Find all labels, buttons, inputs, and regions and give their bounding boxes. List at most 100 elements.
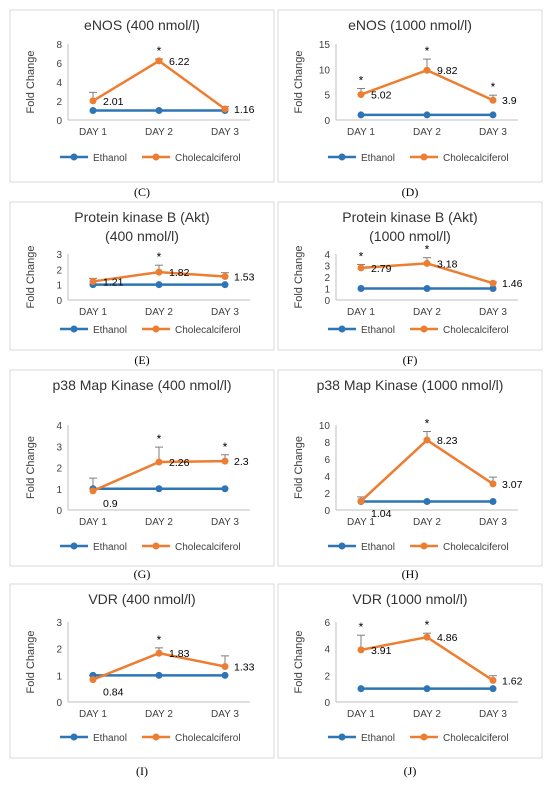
data-label: 1.82: [169, 267, 190, 279]
x-tick-label: DAY 2: [145, 709, 173, 720]
cholecalciferol-point: [89, 97, 97, 105]
chart-title: (1000 nmol/l): [369, 228, 451, 244]
x-tick-label: DAY 2: [413, 709, 441, 720]
cholecalciferol-point: [89, 277, 97, 285]
y-tick-label: 15: [319, 40, 331, 51]
y-tick-label: 4: [324, 472, 330, 483]
y-tick-label: 1: [56, 485, 62, 496]
y-tick-label: 6: [324, 618, 330, 629]
data-label: 3.07: [502, 479, 523, 491]
x-tick-label: DAY 1: [79, 517, 107, 528]
x-tick-label: DAY 2: [413, 517, 441, 528]
y-tick-label: 3: [56, 250, 62, 261]
chart-panel-5: p38 Map Kinase (400 nmol/l) 0 1 2 3 4 Fold Cha…: [9, 369, 275, 567]
legend-chole-marker: [152, 325, 160, 333]
chart-frame: [277, 9, 543, 183]
ethanol-point: [357, 285, 365, 292]
y-tick-label: 0: [324, 116, 330, 127]
chart-title: p38 Map Kinase (1000 nmol/l): [317, 377, 504, 393]
y-axis-label: Fold Change: [293, 246, 305, 309]
ethanol-point: [89, 107, 97, 114]
y-tick-label: 3: [56, 442, 62, 453]
y-axis-label: Fold Change: [25, 51, 37, 114]
data-label: 1.16: [234, 104, 255, 116]
significance-asterisk: *: [425, 417, 430, 431]
chart-panel-1: eNOS (400 nmol/l) 0 2 4 6 8 Fold Change DAY 1 DA…: [9, 9, 275, 183]
y-tick-label: 2: [56, 645, 62, 656]
chart-frame: [277, 201, 543, 351]
legend-chole-marker: [152, 733, 160, 741]
x-tick-label: DAY 2: [145, 127, 173, 138]
y-tick-label: 0: [324, 506, 330, 517]
y-axis-label: Fold Change: [293, 436, 305, 499]
y-tick-label: 4: [324, 645, 330, 656]
legend-label-ethanol: Ethanol: [361, 733, 395, 744]
significance-asterisk: *: [425, 243, 430, 257]
data-label: 1.53: [234, 272, 255, 284]
legend-label-cholecalciferol: Cholecalciferol: [175, 325, 241, 336]
chart-panel-3: Protein kinase B (Akt) (400 nmol/l) 0 1 2 3 Fo…: [9, 201, 275, 351]
chart-frame: [9, 583, 275, 759]
x-tick-label: DAY 3: [479, 127, 507, 138]
legend-ethanol-marker: [70, 153, 78, 161]
legend-label-cholecalciferol: Cholecalciferol: [175, 153, 241, 164]
chart-frame: [277, 583, 543, 759]
panel-letter: (J): [404, 764, 417, 778]
cholecalciferol-point: [489, 676, 497, 684]
legend-ethanol-marker: [338, 733, 346, 741]
legend-ethanol-marker: [70, 542, 78, 550]
chart-panel-2: eNOS (1000 nmol/l) 0 5 10 15 Fold Change DAY 1…: [277, 9, 543, 183]
legend-chole-marker: [152, 153, 160, 161]
significance-asterisk: *: [359, 249, 364, 263]
y-tick-label: 4: [56, 421, 62, 432]
legend-chole-marker: [420, 733, 428, 741]
x-tick-label: DAY 1: [79, 127, 107, 138]
significance-asterisk: *: [223, 440, 228, 454]
data-label: 8.23: [437, 435, 458, 447]
x-tick-label: DAY 1: [347, 709, 375, 720]
ethanol-point: [221, 281, 229, 289]
x-tick-label: DAY 3: [211, 517, 239, 528]
data-label: 6.22: [169, 56, 190, 68]
panel-letter: (D): [402, 185, 419, 199]
y-tick-label: 0: [56, 506, 62, 517]
chart-panel-8: VDR (1000 nmol/l) 0 2 4 6 Fold Change DAY 1 DAY…: [277, 583, 543, 759]
cholecalciferol-point: [221, 273, 229, 281]
legend-ethanol-marker: [70, 325, 78, 333]
y-tick-label: 1: [56, 281, 62, 292]
legend-label-ethanol: Ethanol: [93, 542, 127, 553]
legend-label-ethanol: Ethanol: [93, 153, 127, 164]
data-label: 2.26: [169, 457, 190, 469]
data-label: 2.3: [234, 456, 249, 468]
ethanol-point: [221, 485, 229, 493]
data-label: 1.62: [502, 675, 523, 687]
x-tick-label: DAY 3: [479, 307, 507, 318]
y-tick-label: 1: [56, 671, 62, 682]
legend-label-cholecalciferol: Cholecalciferol: [443, 325, 509, 336]
chart-title: VDR (1000 nmol/l): [352, 591, 467, 607]
chart-title: (400 nmol/l): [105, 228, 179, 244]
y-tick-label: 5: [324, 91, 330, 102]
significance-asterisk: *: [157, 432, 162, 446]
x-tick-label: DAY 3: [479, 517, 507, 528]
y-tick-label: 4: [324, 250, 330, 261]
y-tick-label: 2: [56, 265, 62, 276]
significance-asterisk: *: [157, 633, 162, 647]
data-label: 1.04: [371, 508, 392, 520]
y-axis-label: Fold Change: [293, 631, 305, 694]
y-tick-label: 2: [56, 97, 62, 108]
legend-ethanol-marker: [338, 542, 346, 550]
y-tick-label: 8: [56, 40, 62, 51]
chart-frame: [9, 9, 275, 183]
x-tick-label: DAY 1: [79, 709, 107, 720]
y-tick-label: 0: [56, 116, 62, 127]
y-tick-label: 2: [324, 671, 330, 682]
ethanol-point: [423, 685, 431, 693]
data-label: 0.84: [103, 687, 124, 699]
legend-label-cholecalciferol: Cholecalciferol: [443, 542, 509, 553]
y-tick-label: 0: [56, 296, 62, 307]
significance-asterisk: *: [157, 44, 162, 58]
chart-frame: [277, 369, 543, 567]
ethanol-point: [489, 685, 497, 693]
chart-panel-6: p38 Map Kinase (1000 nmol/l) 0 2 4 6 8 10 Fold …: [277, 369, 543, 567]
